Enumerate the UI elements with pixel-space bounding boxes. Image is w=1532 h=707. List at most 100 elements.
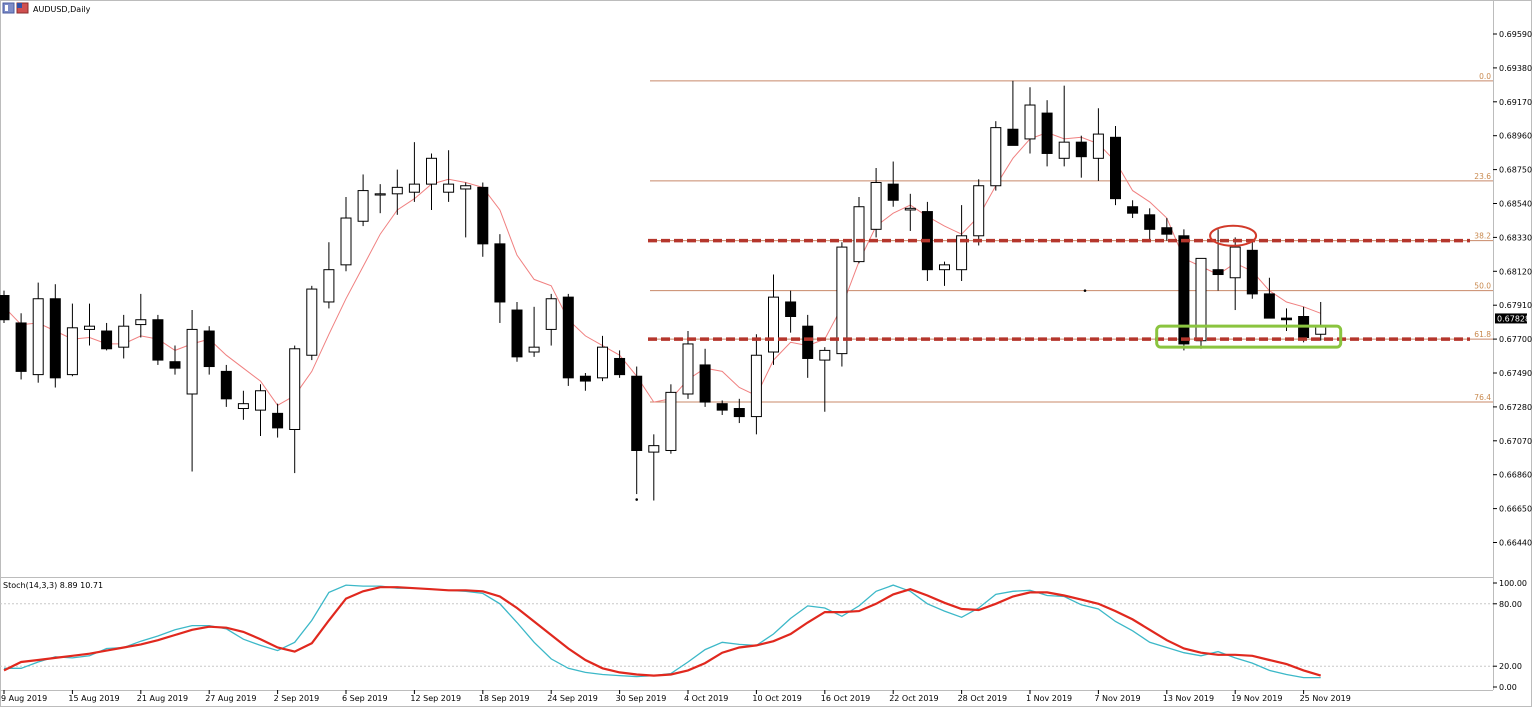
candle-body bbox=[528, 346, 540, 353]
candle bbox=[631, 366, 643, 495]
candle bbox=[956, 205, 968, 281]
price-tick-label: 0.67700 bbox=[1499, 335, 1532, 344]
candle-body bbox=[289, 348, 301, 430]
date-tick-label: 18 Sep 2019 bbox=[479, 694, 530, 703]
candle bbox=[802, 314, 814, 378]
chart-icons[interactable] bbox=[2, 2, 29, 14]
highlight-box[interactable] bbox=[1155, 324, 1343, 349]
candle bbox=[1246, 242, 1258, 299]
date-tick-label: 19 Nov 2019 bbox=[1231, 694, 1282, 703]
candlestick-series bbox=[0, 80, 1327, 501]
price-tick-label: 0.67490 bbox=[1499, 369, 1532, 378]
symbol-icon[interactable] bbox=[2, 2, 15, 14]
candle-body bbox=[1007, 128, 1019, 146]
price-axis: 0.69590 0.69380 0.69170 0.68960 0.68750 0.685… bbox=[1493, 30, 1532, 548]
candle-body bbox=[169, 361, 181, 369]
price-tick-label: 0.69170 bbox=[1499, 98, 1532, 107]
candle bbox=[237, 390, 249, 420]
candle bbox=[323, 242, 335, 309]
candle-body bbox=[1178, 235, 1190, 345]
stoch-signal-line bbox=[3, 586, 1322, 677]
candle bbox=[1161, 218, 1173, 241]
candle bbox=[1212, 229, 1224, 291]
candle bbox=[990, 121, 1002, 191]
date-tick-label: 22 Oct 2019 bbox=[889, 694, 938, 703]
price-tick-label: 0.68330 bbox=[1499, 233, 1532, 242]
candle bbox=[477, 182, 489, 257]
candle bbox=[340, 197, 352, 272]
candle-body bbox=[682, 343, 694, 395]
candle-body bbox=[904, 207, 916, 211]
stoch-tick-label: 80.00 bbox=[1499, 600, 1522, 609]
candle-body bbox=[323, 269, 335, 303]
candle-body bbox=[49, 298, 61, 379]
candle-body bbox=[768, 296, 779, 353]
date-tick-label: 9 Aug 2019 bbox=[1, 694, 47, 703]
candle-body bbox=[0, 295, 10, 321]
flag-icon-canton bbox=[17, 3, 22, 8]
candle-body bbox=[648, 445, 660, 453]
fib-level-label: 61.8 bbox=[1474, 330, 1491, 339]
candle bbox=[460, 182, 472, 238]
candle-body bbox=[750, 354, 762, 418]
date-tick-label: 30 Sep 2019 bbox=[616, 694, 667, 703]
chart-title: AUDUSD,Daily bbox=[33, 5, 91, 14]
candle-body bbox=[32, 298, 44, 376]
date-tick-label: 16 Oct 2019 bbox=[821, 694, 870, 703]
candle-body bbox=[1229, 246, 1241, 279]
time-axis: 9 Aug 2019 15 Aug 2019 21 Aug 2019 27 Aug 2… bbox=[1, 690, 1351, 703]
candle-body bbox=[408, 183, 420, 193]
candle-body bbox=[562, 296, 574, 379]
candle bbox=[853, 197, 865, 264]
annotations[interactable] bbox=[635, 224, 1343, 501]
candle-body bbox=[1246, 249, 1258, 295]
support-resistance-levels[interactable] bbox=[648, 238, 1470, 341]
candle-body bbox=[1110, 136, 1121, 200]
candle bbox=[562, 293, 574, 386]
candle-body bbox=[443, 183, 455, 193]
candle-body bbox=[511, 309, 523, 358]
candle bbox=[152, 314, 164, 365]
price-badge-box bbox=[1495, 313, 1527, 324]
candle-body bbox=[272, 412, 284, 429]
marker-dot bbox=[1083, 289, 1087, 292]
date-tick-label: 10 Oct 2019 bbox=[752, 694, 801, 703]
candle bbox=[443, 150, 455, 202]
candle-body bbox=[939, 264, 950, 271]
candle bbox=[1024, 87, 1036, 154]
highlight-circle[interactable] bbox=[1209, 224, 1258, 247]
candle bbox=[101, 322, 113, 351]
candle-body bbox=[477, 186, 489, 245]
price-tick-label: 0.67910 bbox=[1499, 301, 1532, 310]
candle bbox=[597, 335, 608, 382]
candle bbox=[66, 303, 78, 377]
candle-body bbox=[460, 185, 472, 190]
candle bbox=[49, 284, 61, 388]
candle-body bbox=[203, 330, 215, 368]
candle bbox=[545, 293, 557, 346]
candle bbox=[15, 313, 27, 380]
candle bbox=[32, 282, 44, 383]
candle-body bbox=[973, 185, 985, 237]
date-tick-label: 12 Sep 2019 bbox=[410, 694, 461, 703]
stoch-tick-label: 100.00 bbox=[1499, 579, 1527, 588]
date-tick-label: 13 Nov 2019 bbox=[1163, 694, 1214, 703]
candle bbox=[665, 384, 677, 454]
candle bbox=[836, 242, 848, 367]
candle-body bbox=[1212, 269, 1224, 276]
candle bbox=[391, 169, 403, 215]
candle bbox=[1110, 126, 1121, 206]
candle-body bbox=[819, 349, 831, 361]
candle bbox=[973, 179, 985, 246]
stochastic-pane: 100.00 80.00 20.00 0.00 bbox=[0, 579, 1527, 692]
candle bbox=[939, 261, 950, 286]
candle bbox=[750, 334, 762, 435]
candle-body bbox=[1092, 133, 1104, 159]
candle-body bbox=[614, 357, 626, 376]
candle bbox=[1127, 200, 1139, 219]
candle bbox=[733, 398, 745, 424]
fib-level-label: 76.4 bbox=[1474, 393, 1491, 402]
candle bbox=[118, 314, 130, 359]
